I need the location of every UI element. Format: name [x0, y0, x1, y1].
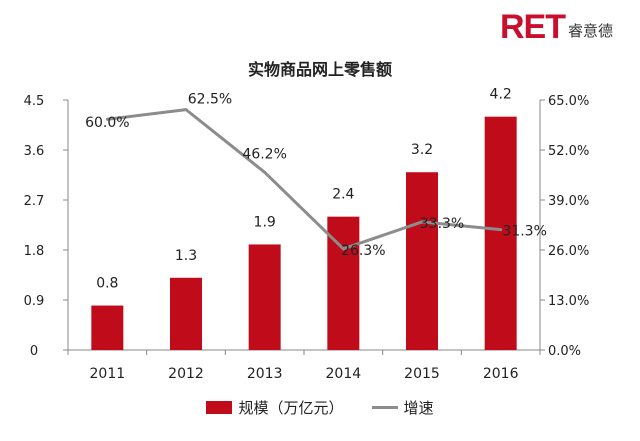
y-left-tick-label: 3.6	[24, 144, 45, 159]
growth-rate-point	[499, 228, 503, 232]
bar-value-label: 3.2	[411, 142, 433, 158]
growth-rate-label: 60.0%	[85, 115, 129, 131]
y-left-tick-label: 0.9	[24, 294, 45, 309]
y-right-tick-label: 26.0%	[548, 244, 589, 259]
growth-rate-point	[105, 117, 109, 121]
growth-rate-line	[107, 108, 501, 251]
y-right-tick-label: 39.0%	[548, 194, 589, 209]
bar-value-label: 4.2	[490, 87, 512, 103]
growth-rate-point	[420, 220, 424, 224]
x-tick-label: 2016	[483, 366, 519, 382]
y-left-tick-label: 2.7	[24, 194, 45, 209]
bar-value-label: 1.9	[254, 214, 276, 230]
brand-logo: RET 睿意德	[500, 8, 613, 44]
legend-swatch-line	[371, 406, 398, 409]
logo-text-ret: RET	[500, 8, 566, 46]
legend-item-line: 增速	[371, 397, 434, 418]
growth-rate-label: 31.3%	[502, 224, 546, 240]
y-left-tick-label: 0	[30, 344, 38, 359]
legend-item-bar: 规模（万亿元）	[206, 397, 344, 418]
bar-2011	[91, 305, 124, 350]
chart-legend: 规模（万亿元） 增速	[0, 397, 640, 418]
bar-2013	[248, 244, 281, 350]
y-right-tick-label: 65.0%	[548, 94, 589, 109]
growth-rate-point	[184, 108, 188, 112]
x-tick-label: 2011	[90, 366, 126, 382]
y-right-tick-label: 52.0%	[548, 144, 589, 159]
y-left-tick-label: 4.5	[24, 94, 45, 109]
x-tick-label: 2013	[247, 366, 283, 382]
bar-value-label: 2.4	[332, 187, 354, 203]
bar-2015	[406, 172, 438, 350]
logo-text-cn: 睿意德	[568, 22, 614, 40]
legend-swatch-bar	[206, 401, 233, 414]
x-tick-label: 2012	[168, 366, 204, 382]
growth-rate-label: 62.5%	[188, 92, 232, 108]
bar-2016	[484, 116, 517, 351]
bar-2012	[170, 277, 202, 350]
x-tick-label: 2014	[326, 366, 362, 382]
legend-label-bar: 规模（万亿元）	[238, 399, 344, 417]
chart-title: 实物商品网上零售额	[247, 60, 392, 79]
growth-rate-point	[341, 247, 345, 251]
legend-label-line: 增速	[403, 399, 434, 417]
growth-rate-label: 46.2%	[242, 146, 286, 162]
y-right-tick-label: 13.0%	[548, 294, 589, 309]
y-left-tick-label: 1.8	[24, 244, 45, 259]
growth-rate-label: 33.3%	[420, 216, 464, 232]
growth-rate-point	[263, 170, 267, 174]
bar-value-label: 1.3	[175, 248, 197, 264]
y-right-tick-label: 0.0%	[548, 344, 581, 359]
x-tick-label: 2015	[404, 366, 440, 382]
bar-value-label: 0.8	[96, 276, 118, 292]
growth-rate-label: 26.3%	[341, 243, 385, 259]
